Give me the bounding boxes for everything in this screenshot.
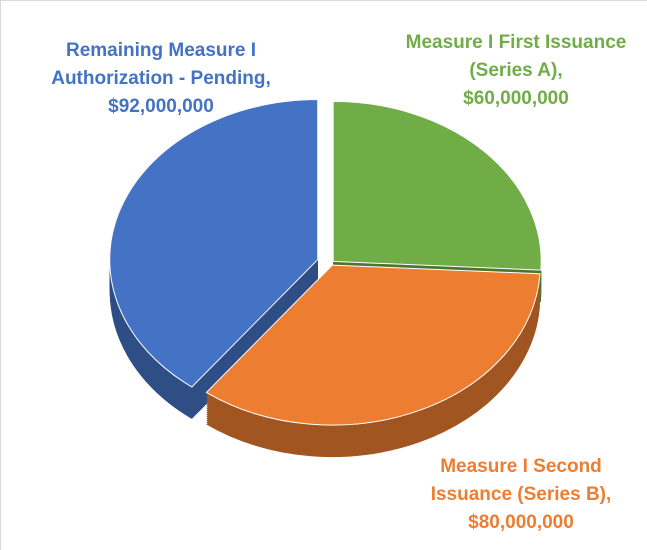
category-label: Measure I Second Issuance (Series B), (430, 456, 612, 505)
slice (332, 100, 542, 271)
category-label: Measure I First Issuance (Series A), (405, 32, 627, 81)
slice (109, 99, 319, 388)
data-label: Measure I Second Issuance (Series B), $80… (406, 453, 636, 537)
value-label: $60,000,000 (463, 88, 569, 109)
slice (205, 264, 541, 426)
category-label: Remaining Measure I Authorization - Pend… (51, 40, 271, 89)
data-label: Remaining Measure I Authorization - Pend… (21, 37, 301, 121)
data-label: Measure I First Issuance (Series A), $60,… (401, 29, 631, 113)
value-label: $92,000,000 (108, 96, 214, 117)
value-label: $80,000,000 (468, 512, 574, 533)
